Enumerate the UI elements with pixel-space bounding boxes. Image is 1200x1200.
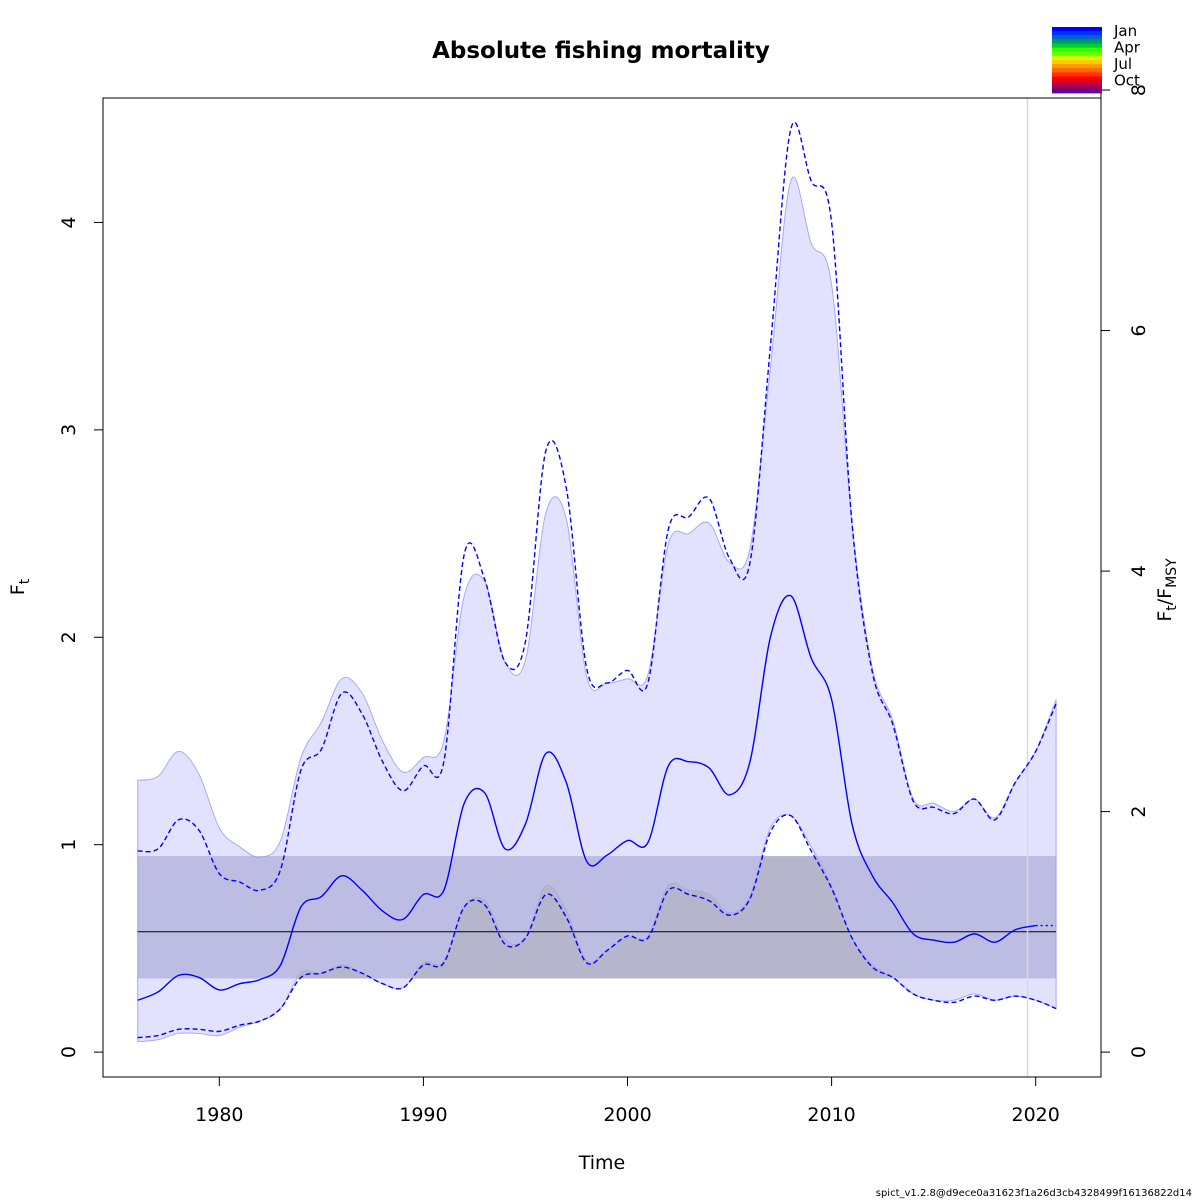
legend-color-stripe [1052,51,1102,57]
legend-color-stripe [1052,84,1102,90]
legend-color-stripe [1052,72,1102,77]
y2-tick-label: 0 [1128,1046,1150,1058]
y2-tick-label: 8 [1128,84,1150,96]
legend-color-stripe [1052,88,1102,94]
y2-title-f: F [1154,611,1176,622]
y2-tick-label: 4 [1128,565,1150,577]
y2-title-t: t [1164,605,1180,611]
y-axis-title-sub: t [17,578,33,584]
legend-label: Apr [1114,39,1141,57]
x-axis-title: Time [578,1152,626,1174]
x-tick-label: 1990 [399,1104,447,1126]
y2-tick-label: 6 [1128,325,1150,337]
plot-area [137,98,1057,1077]
fmsy-band [137,856,1057,979]
y-tick-label: 4 [58,216,80,228]
legend-color-stripe [1052,43,1102,49]
y2-title-msy: MSY [1164,558,1180,588]
x-tick-label: 2000 [603,1104,651,1126]
series-line-2 [137,814,1057,1039]
y2-title-slash-f: /F [1154,588,1176,605]
legend-color-stripe [1052,60,1102,65]
x-tick-label: 2010 [807,1104,855,1126]
legend-color-stripe [1052,39,1102,44]
x-tick-label: 2020 [1012,1104,1060,1126]
y-tick-label: 0 [58,1046,80,1058]
y2-tick-label: 2 [1128,806,1150,818]
legend-color-stripe [1052,80,1102,86]
legend-color-stripe [1052,35,1102,40]
legend-color-stripe [1052,76,1102,82]
series-line-1 [137,121,1057,892]
legend-color-stripe [1052,31,1102,36]
legend-color-stripe [1052,68,1102,73]
y-tick-label: 1 [58,839,80,851]
y-axis-title: Ft [7,578,33,595]
series-line-0 [137,594,1036,1001]
legend-color-stripe [1052,27,1102,32]
y-axis: 0 1 2 3 4 [58,216,104,1058]
legend-color-stripe [1052,64,1102,69]
footer-version: spict_v1.2.8@d9ece0a31623f1a26d3cb432849… [876,1188,1192,1199]
legend-label: Jul [1113,55,1132,73]
y-tick-label: 3 [58,424,80,436]
x-axis: 1980 1990 2000 2010 2020 [195,1076,1060,1126]
legend-color-stripe [1052,55,1102,61]
y-axis-title-main: F [7,584,29,595]
legend-label: Oct [1114,72,1140,90]
legend-color-stripe [1052,47,1102,53]
chart-title: Absolute fishing mortality [432,38,770,64]
legend-label: Jan [1113,22,1137,40]
y2-axis: 0 2 4 6 8 [1100,84,1150,1058]
x-tick-label: 1980 [195,1104,243,1126]
y-tick-label: 2 [58,631,80,643]
y2-axis-title: Ft/FMSY [1154,558,1180,622]
fmsy-overlap-region [296,856,895,979]
